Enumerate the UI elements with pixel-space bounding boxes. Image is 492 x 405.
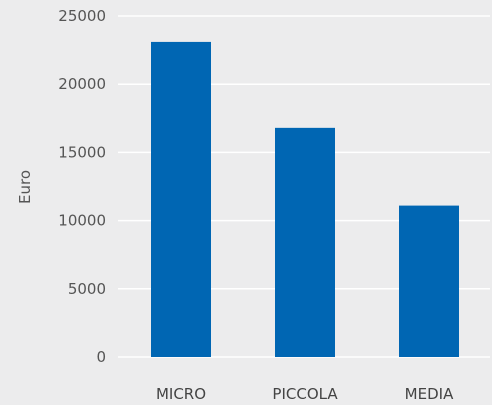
x-category-label: MICRO (156, 385, 206, 403)
x-category-label: MEDIA (405, 385, 454, 403)
bar-media (399, 205, 459, 357)
y-tick-label: 10000 (58, 212, 106, 230)
y-tick-label: 25000 (58, 7, 106, 25)
x-axis-categories: MICRO PICCOLA MEDIA (156, 385, 454, 403)
bar-micro (151, 41, 211, 357)
y-axis-label: Euro (16, 170, 34, 204)
y-tick-label: 0 (96, 348, 106, 366)
bar-piccola (275, 127, 335, 358)
y-tick-label: 20000 (58, 75, 106, 93)
y-axis-ticks: 0 5000 10000 15000 20000 25000 (58, 7, 106, 366)
bars (151, 41, 459, 358)
y-tick-label: 15000 (58, 143, 106, 161)
x-category-label: PICCOLA (272, 385, 338, 403)
y-tick-label: 5000 (68, 280, 106, 298)
